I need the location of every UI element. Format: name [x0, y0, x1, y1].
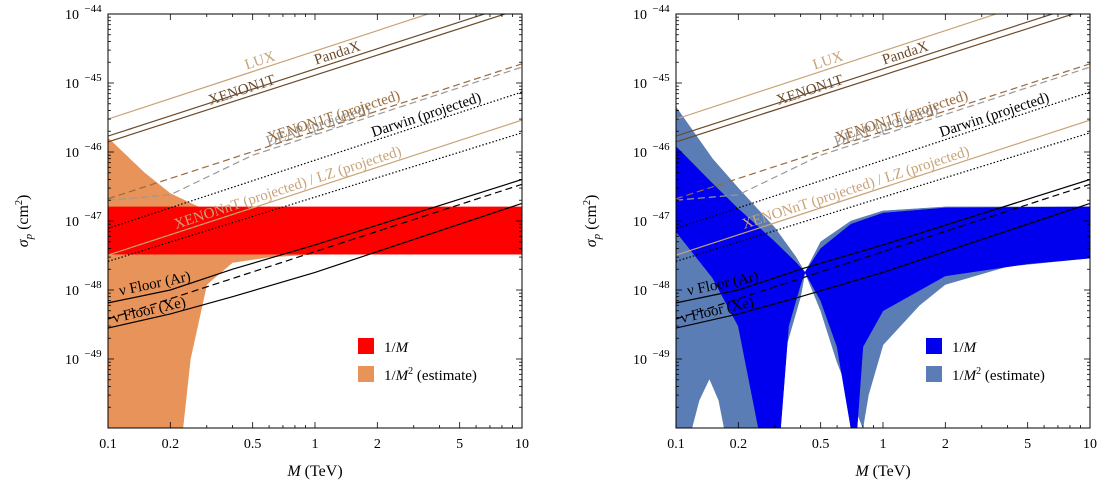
curve-nu-floor-xe-dashed: [108, 183, 522, 320]
y-tick-exponent: −47: [84, 210, 102, 222]
curve-xenonnt-projected-lz-projected-: [108, 119, 522, 256]
curve-nu-floor-ar-: [676, 178, 1090, 304]
curve-pandax: [108, 14, 487, 137]
curve-pandax: [676, 14, 1055, 137]
curve-xenon1t: [676, 14, 1075, 143]
x-tick-label: 0.5: [244, 437, 262, 452]
legend-swatch: [358, 366, 374, 382]
x-tick-label: 0.2: [730, 437, 748, 452]
curve-darwin-lower: [676, 132, 1090, 262]
y-axis-title: σp (cm2): [582, 195, 603, 248]
y-tick-exponent: −46: [84, 141, 102, 153]
band-1-m-left-lobe: [676, 146, 806, 428]
curve-darwin-projected-: [676, 91, 1090, 229]
y-tick-exponent: −48: [652, 279, 670, 291]
y-tick-exponent: −45: [652, 72, 670, 84]
legend-swatch: [926, 338, 942, 354]
band-1-m-2-estimate-bubble: [692, 379, 724, 428]
y-tick-exponent: −49: [84, 348, 102, 360]
x-tick-label: 2: [942, 437, 949, 452]
legend-label: 1/M: [952, 340, 978, 356]
y-tick-label: 10: [65, 284, 79, 299]
y-tick-label: 10: [633, 353, 647, 368]
curve-xenon1t-projected-: [676, 63, 1090, 200]
x-tick-label: 0.1: [99, 437, 117, 452]
legend-label: 1/M2 (estimate): [952, 366, 1045, 384]
curve-label: PandaX: [312, 39, 362, 69]
curve-nu-floor-xe-dashed: [676, 183, 1090, 320]
x-tick-label: 10: [1083, 437, 1097, 452]
curve-darwin-projected-: [108, 91, 522, 229]
x-tick-label: 5: [456, 437, 463, 452]
curve-nu-floor-ar-: [108, 178, 522, 304]
y-tick-label: 10: [65, 215, 79, 230]
y-tick-label: 10: [633, 8, 647, 23]
curve-lux: [676, 14, 998, 120]
y-tick-label: 10: [65, 77, 79, 92]
y-tick-label: 10: [633, 284, 647, 299]
x-tick-label: 5: [1024, 437, 1031, 452]
curve-darwin-lower: [108, 132, 522, 262]
curve-xenon1t: [108, 14, 507, 143]
y-tick-exponent: −46: [652, 141, 670, 153]
x-tick-label: 0.5: [812, 437, 830, 452]
band-1-m-right-lobe: [804, 206, 1090, 428]
legend-label: 1/M: [384, 340, 410, 356]
x-axis-title: M (TeV): [286, 463, 342, 480]
x-tick-label: 1: [312, 437, 319, 452]
y-tick-label: 10: [633, 146, 647, 161]
y-axis-title: σp (cm2): [14, 195, 35, 248]
y-tick-label: 10: [65, 353, 79, 368]
curve-label: PandaX: [880, 39, 930, 69]
y-tick-label: 10: [65, 8, 79, 23]
curve-xenonnt-projected-lz-projected-: [676, 119, 1090, 256]
x-tick-label: 2: [374, 437, 381, 452]
y-tick-exponent: −48: [84, 279, 102, 291]
legend-swatch: [358, 338, 374, 354]
y-tick-label: 10: [633, 77, 647, 92]
x-tick-label: 10: [515, 437, 529, 452]
y-tick-exponent: −44: [652, 3, 670, 15]
y-tick-exponent: −44: [84, 3, 102, 15]
x-axis-title: M (TeV): [854, 463, 910, 480]
band-1-m: [108, 206, 522, 255]
x-tick-label: 0.1: [667, 437, 685, 452]
x-tick-label: 1: [880, 437, 887, 452]
y-tick-label: 10: [65, 146, 79, 161]
curve-nu-floor-xe-: [676, 202, 1090, 329]
x-tick-label: 0.2: [162, 437, 180, 452]
y-tick-exponent: −45: [84, 72, 102, 84]
curve-xenon1t-projected-: [108, 63, 522, 200]
curve-label: XENON1T: [775, 72, 846, 108]
legend-swatch: [926, 366, 942, 382]
curve-nu-floor-xe-: [108, 202, 522, 329]
curve-label: XENON1T: [207, 72, 278, 108]
curve-lux: [108, 14, 430, 120]
y-tick-exponent: −47: [652, 210, 670, 222]
y-tick-exponent: −49: [652, 348, 670, 360]
y-tick-label: 10: [633, 215, 647, 230]
legend-label: 1/M2 (estimate): [384, 366, 477, 384]
